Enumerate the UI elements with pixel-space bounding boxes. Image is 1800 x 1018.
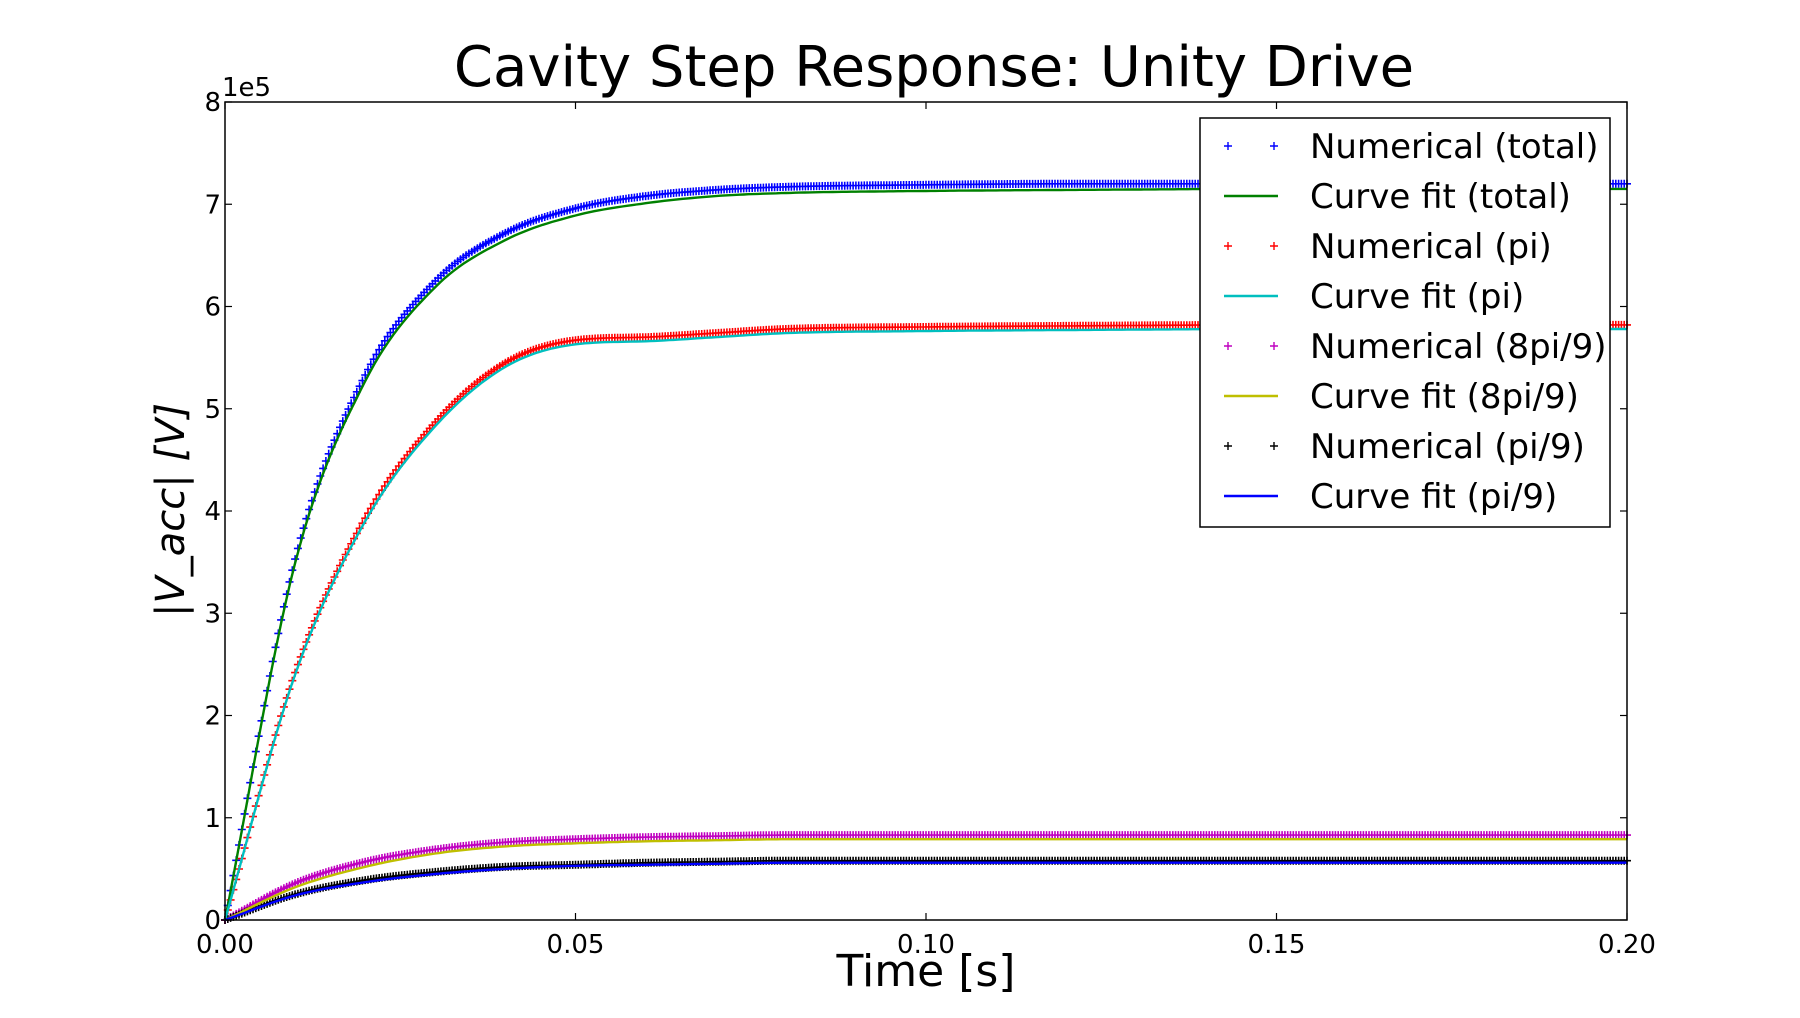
- legend-entry: Curve fit (8pi/9): [1224, 377, 1579, 417]
- y-tick-label: 7: [204, 190, 221, 220]
- legend-entry: Numerical (pi/9): [1224, 427, 1585, 467]
- legend-marker: [1270, 142, 1278, 150]
- legend-label: Numerical (pi): [1310, 227, 1552, 267]
- series-4: [221, 831, 1631, 924]
- y-tick-label: 8: [204, 88, 221, 118]
- x-tick-label: 0.15: [1248, 930, 1306, 960]
- legend-marker: [1224, 242, 1232, 250]
- legend-label: Numerical (pi/9): [1310, 427, 1585, 467]
- series-line: [224, 861, 1627, 922]
- y-multiplier-label: 1e5: [222, 73, 271, 103]
- series-5: [224, 838, 1627, 922]
- legend-entry: Curve fit (pi/9): [1224, 477, 1557, 517]
- y-tick-label: 5: [204, 395, 221, 425]
- chart-title: Cavity Step Response: Unity Drive: [454, 35, 1414, 100]
- series-markers: [221, 831, 1631, 924]
- legend-label: Numerical (8pi/9): [1310, 327, 1607, 367]
- legend-marker: [1270, 442, 1278, 450]
- legend-frame: [1199, 117, 1611, 528]
- x-tick-label: 0.05: [547, 930, 605, 960]
- y-tick-label: 1: [204, 804, 221, 834]
- legend-entry: Curve fit (total): [1224, 177, 1571, 217]
- x-tick-label: 0.20: [1598, 930, 1656, 960]
- legend-label: Curve fit (pi): [1310, 277, 1524, 317]
- legend-marker: [1270, 242, 1278, 250]
- legend: Numerical (total) Curve fit (total) Numeri…: [1199, 117, 1611, 528]
- ticks-layer: 0.00 0.05 0.10 0.15 0.20 0 1 2 3 4 5 6 7 8: [196, 88, 1656, 960]
- x-axis-label: Time [s]: [836, 946, 1016, 997]
- y-tick-label: 6: [204, 293, 221, 323]
- y-axis-label: |V_acc| [V]: [148, 403, 194, 617]
- y-tick-label: 3: [204, 599, 221, 629]
- legend-entry: Numerical (8pi/9): [1224, 327, 1607, 367]
- legend-label: Numerical (total): [1310, 127, 1599, 167]
- legend-entry: Curve fit (pi): [1224, 277, 1524, 317]
- y-axis-label-text: |V_acc| [V]: [148, 403, 194, 617]
- legend-label: Curve fit (8pi/9): [1310, 377, 1579, 417]
- x-tick-label: 0.00: [196, 930, 254, 960]
- legend-marker: [1270, 342, 1278, 350]
- y-tick-label: 4: [204, 497, 221, 527]
- legend-marker: [1224, 442, 1232, 450]
- y-tick-label: 2: [204, 702, 221, 732]
- legend-marker: [1224, 142, 1232, 150]
- legend-entry: Numerical (pi): [1224, 227, 1552, 267]
- legend-entry: Numerical (total): [1224, 127, 1599, 167]
- legend-marker: [1224, 342, 1232, 350]
- x-tick-label: 0.10: [897, 930, 955, 960]
- legend-label: Curve fit (pi/9): [1310, 477, 1557, 517]
- series-7: [224, 861, 1627, 922]
- series-line: [224, 838, 1627, 922]
- legend-label: Curve fit (total): [1310, 177, 1571, 217]
- y-tick-label: 0: [204, 906, 221, 936]
